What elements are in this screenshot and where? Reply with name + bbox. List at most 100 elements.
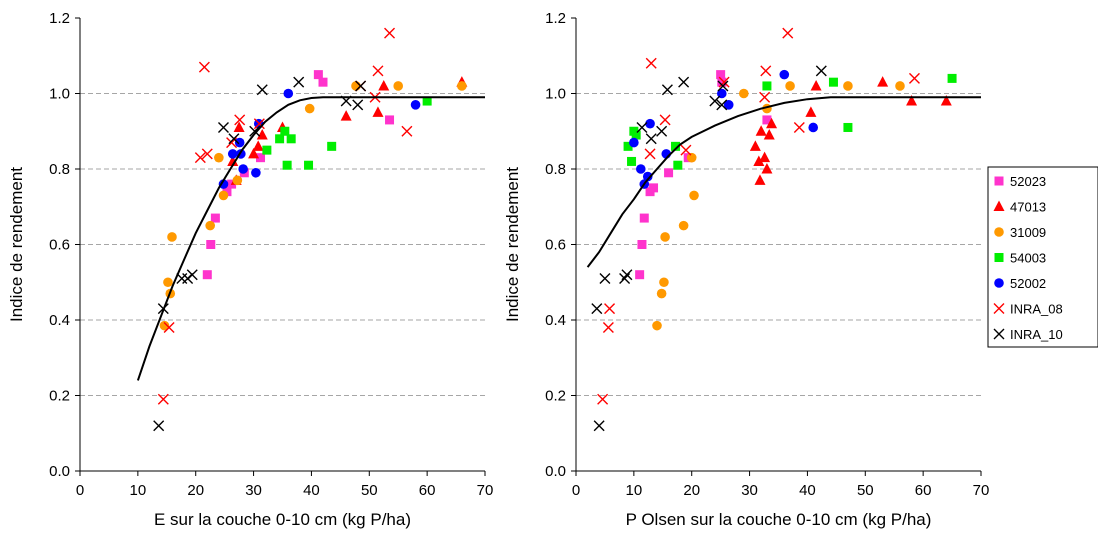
series-31009 (159, 81, 467, 331)
data-point (167, 232, 177, 242)
y-tick-label: 0.4 (545, 312, 566, 329)
data-point (659, 277, 669, 288)
y-tick-label: 0.2 (49, 388, 70, 405)
data-point (214, 152, 224, 163)
fit-curve (586, 96, 981, 268)
x-tick-label: 0 (76, 482, 84, 499)
data-point (656, 125, 668, 137)
data-point (689, 190, 699, 201)
legend-marker (994, 227, 1004, 237)
data-point (635, 270, 645, 280)
data-point (759, 151, 771, 163)
data-point (678, 220, 689, 231)
data-point (210, 213, 220, 223)
data-point (372, 65, 384, 77)
data-point (763, 129, 775, 140)
data-point (678, 76, 690, 88)
data-point (762, 81, 772, 91)
data-point (828, 77, 838, 87)
data-point (738, 88, 749, 99)
data-point (749, 140, 761, 151)
y-tick-label: 0.0 (545, 463, 566, 480)
data-point (282, 160, 292, 170)
x-tick-label: 70 (973, 482, 990, 499)
x-axis-title: P Olsen sur la couche 0-10 cm (kg P/ha) (626, 510, 932, 529)
legend-box (987, 166, 1098, 348)
series-52002 (218, 88, 421, 189)
data-point (754, 174, 766, 185)
data-point (422, 96, 432, 106)
data-point (753, 155, 765, 166)
legend-marker (993, 328, 1005, 340)
series-inra-10 (591, 65, 827, 432)
data-point (645, 57, 657, 69)
data-point (238, 164, 248, 174)
x-tick-label: 50 (857, 482, 874, 499)
data-point (782, 27, 794, 39)
data-point (597, 393, 609, 405)
series-inra-08 (157, 27, 413, 405)
data-point (201, 148, 213, 160)
data-point (205, 220, 215, 231)
x-tick-label: 20 (683, 482, 700, 499)
x-tick-label: 40 (303, 482, 320, 499)
data-point (304, 103, 315, 114)
data-point (228, 133, 240, 145)
data-point (234, 114, 246, 126)
data-point (355, 80, 367, 92)
data-point (217, 121, 229, 133)
data-point (660, 232, 670, 242)
data-point (222, 187, 232, 197)
legend-label: INRA_10 (1010, 327, 1063, 342)
data-point (202, 270, 212, 280)
data-point (717, 80, 729, 92)
data-point (639, 213, 649, 223)
data-point (163, 322, 175, 334)
legend-label: 31009 (1010, 225, 1046, 240)
y-axis-title: Indice de rendement (503, 167, 522, 322)
data-point (723, 100, 734, 110)
x-tick-label: 10 (626, 482, 643, 499)
data-point (947, 73, 957, 83)
data-point (604, 303, 616, 315)
data-point (642, 171, 653, 182)
data-point (680, 144, 692, 156)
data-point (351, 81, 361, 91)
data-point (779, 69, 790, 80)
data-point (644, 148, 656, 160)
data-point (673, 160, 683, 170)
data-point (253, 118, 265, 130)
data-point (808, 122, 819, 133)
data-point (637, 240, 647, 249)
legend: 52023 47013 31009 54003 52002 INRA_08 INRA_10 (987, 166, 1098, 348)
data-point (304, 160, 314, 170)
data-point (766, 117, 778, 129)
y-tick-label: 1.2 (545, 10, 566, 27)
legend-marker (994, 176, 1004, 186)
legend-label: INRA_08 (1010, 302, 1063, 317)
data-point (157, 393, 169, 405)
data-point (352, 99, 364, 111)
series-47013 (749, 76, 952, 185)
series-54003 (262, 96, 432, 170)
data-point (759, 91, 771, 103)
data-point (645, 118, 655, 129)
data-point (716, 99, 728, 111)
data-point (602, 322, 614, 334)
data-point (384, 27, 396, 39)
data-point (218, 190, 229, 201)
data-point (385, 115, 395, 125)
data-point (280, 126, 290, 136)
data-point (283, 88, 294, 99)
data-point (805, 106, 817, 117)
data-point (262, 145, 272, 155)
data-point (760, 65, 772, 77)
data-point (645, 133, 657, 145)
data-point (251, 167, 261, 178)
data-point (810, 79, 822, 91)
legend-label: 52023 (1010, 174, 1046, 189)
y-tick-label: 0.2 (545, 388, 566, 405)
data-point (248, 147, 260, 159)
data-point (656, 288, 667, 299)
legend-marker (994, 253, 1004, 262)
